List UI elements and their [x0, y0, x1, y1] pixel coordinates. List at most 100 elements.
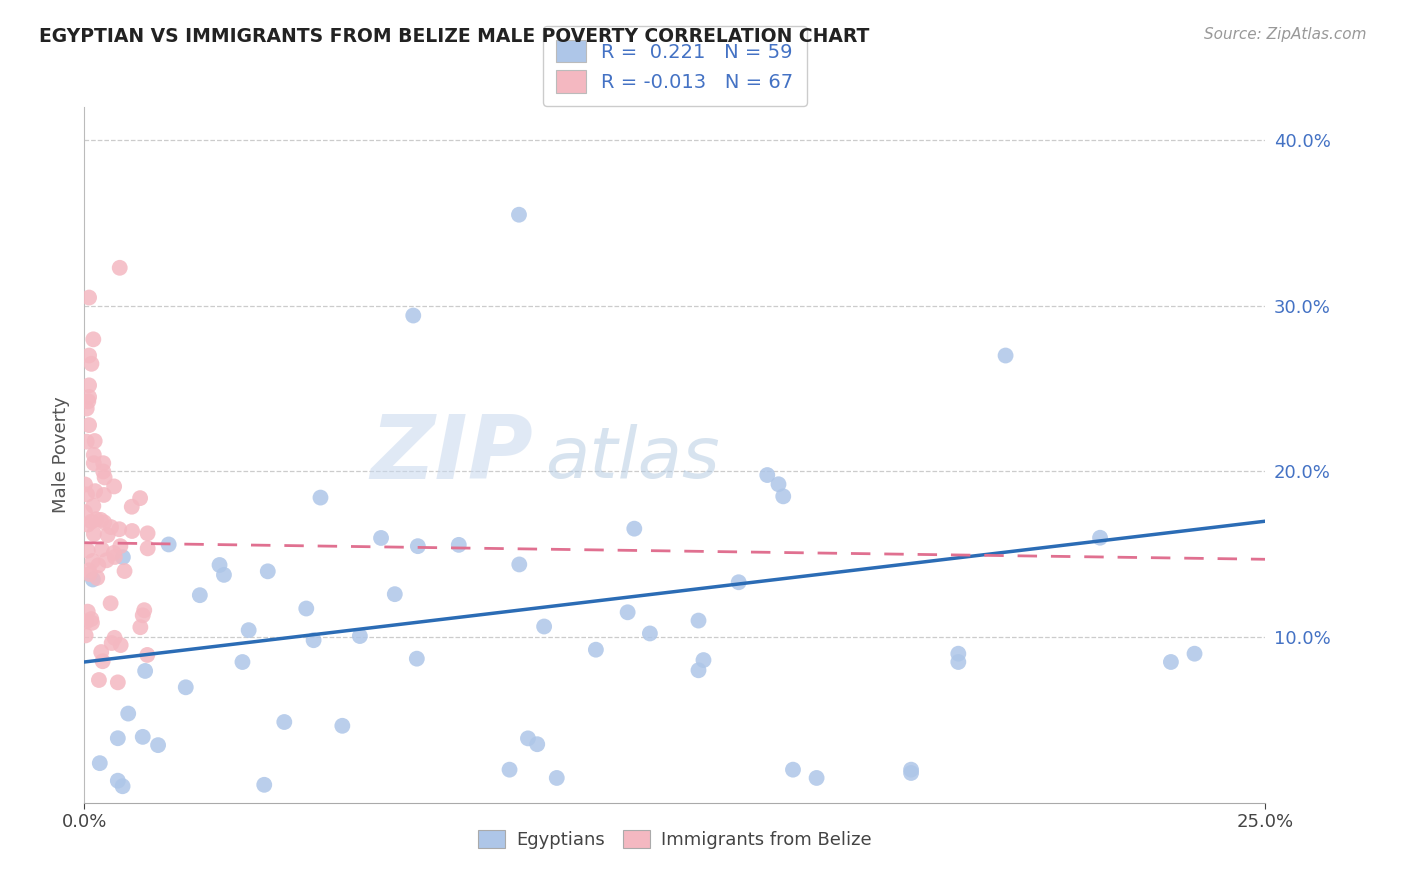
Point	[638, 626, 661, 640]
Point	[756, 468, 779, 483]
Point	[107, 675, 129, 690]
Point	[806, 771, 828, 785]
Point	[948, 647, 970, 661]
Point	[84, 512, 107, 526]
Point	[107, 773, 129, 788]
Point	[157, 537, 180, 551]
Point	[623, 522, 645, 536]
Point	[91, 654, 114, 668]
Point	[231, 655, 253, 669]
Point	[302, 633, 325, 648]
Point	[77, 563, 100, 577]
Point	[87, 673, 110, 687]
Point	[136, 648, 159, 662]
Point	[76, 543, 98, 558]
Point	[93, 470, 115, 484]
Point	[75, 477, 97, 491]
Point	[107, 731, 129, 746]
Text: Source: ZipAtlas.com: Source: ZipAtlas.com	[1204, 27, 1367, 42]
Point	[103, 546, 125, 560]
Point	[188, 588, 211, 602]
Point	[330, 719, 353, 733]
Point	[77, 418, 100, 433]
Point	[402, 309, 425, 323]
Point	[77, 349, 100, 363]
Point	[80, 615, 103, 630]
Point	[136, 541, 159, 556]
Point	[80, 515, 103, 529]
Point	[349, 629, 371, 643]
Point	[146, 738, 169, 752]
Point	[212, 567, 235, 582]
Point	[508, 208, 530, 222]
Point	[83, 434, 105, 448]
Point	[727, 575, 749, 590]
Point	[80, 357, 103, 371]
Point	[129, 491, 152, 505]
Point	[1160, 655, 1182, 669]
Point	[406, 539, 429, 553]
Point	[90, 645, 112, 659]
Legend: Egyptians, Immigrants from Belize: Egyptians, Immigrants from Belize	[471, 822, 879, 856]
Point	[73, 505, 96, 519]
Text: ZIP: ZIP	[370, 411, 533, 499]
Point	[585, 642, 607, 657]
Point	[82, 332, 104, 346]
Point	[688, 663, 710, 677]
Point	[77, 291, 100, 305]
Point	[768, 477, 790, 491]
Text: atlas: atlas	[546, 424, 720, 493]
Point	[370, 531, 392, 545]
Point	[772, 489, 794, 503]
Point	[91, 456, 114, 470]
Point	[77, 390, 100, 404]
Point	[96, 553, 118, 567]
Point	[900, 766, 922, 780]
Point	[93, 516, 115, 530]
Point	[83, 448, 105, 462]
Point	[90, 542, 112, 557]
Point	[405, 651, 427, 665]
Point	[108, 522, 131, 536]
Point	[79, 567, 101, 582]
Point	[76, 434, 98, 449]
Text: EGYPTIAN VS IMMIGRANTS FROM BELIZE MALE POVERTY CORRELATION CHART: EGYPTIAN VS IMMIGRANTS FROM BELIZE MALE …	[39, 27, 870, 45]
Point	[692, 653, 714, 667]
Point	[948, 655, 970, 669]
Point	[75, 615, 97, 629]
Point	[447, 538, 470, 552]
Point	[104, 549, 127, 564]
Point	[616, 605, 638, 619]
Point	[77, 378, 100, 392]
Point	[498, 763, 520, 777]
Point	[1088, 531, 1111, 545]
Point	[1184, 647, 1206, 661]
Point	[111, 779, 134, 793]
Point	[129, 620, 152, 634]
Point	[89, 756, 111, 771]
Point	[82, 499, 104, 513]
Point	[76, 487, 98, 501]
Point	[77, 394, 100, 409]
Point	[111, 550, 134, 565]
Point	[256, 565, 278, 579]
Point	[295, 601, 318, 615]
Point	[97, 528, 120, 542]
Point	[134, 603, 156, 617]
Point	[132, 608, 155, 623]
Point	[384, 587, 406, 601]
Point	[782, 763, 804, 777]
Point	[86, 571, 108, 585]
Point	[517, 731, 540, 746]
Point	[83, 527, 105, 541]
Point	[75, 628, 97, 642]
Point	[238, 623, 260, 637]
Point	[134, 664, 156, 678]
Point	[174, 681, 197, 695]
Point	[100, 520, 122, 534]
Point	[110, 539, 132, 553]
Point	[76, 605, 98, 619]
Point	[83, 456, 105, 470]
Point	[309, 491, 332, 505]
Point	[546, 771, 568, 785]
